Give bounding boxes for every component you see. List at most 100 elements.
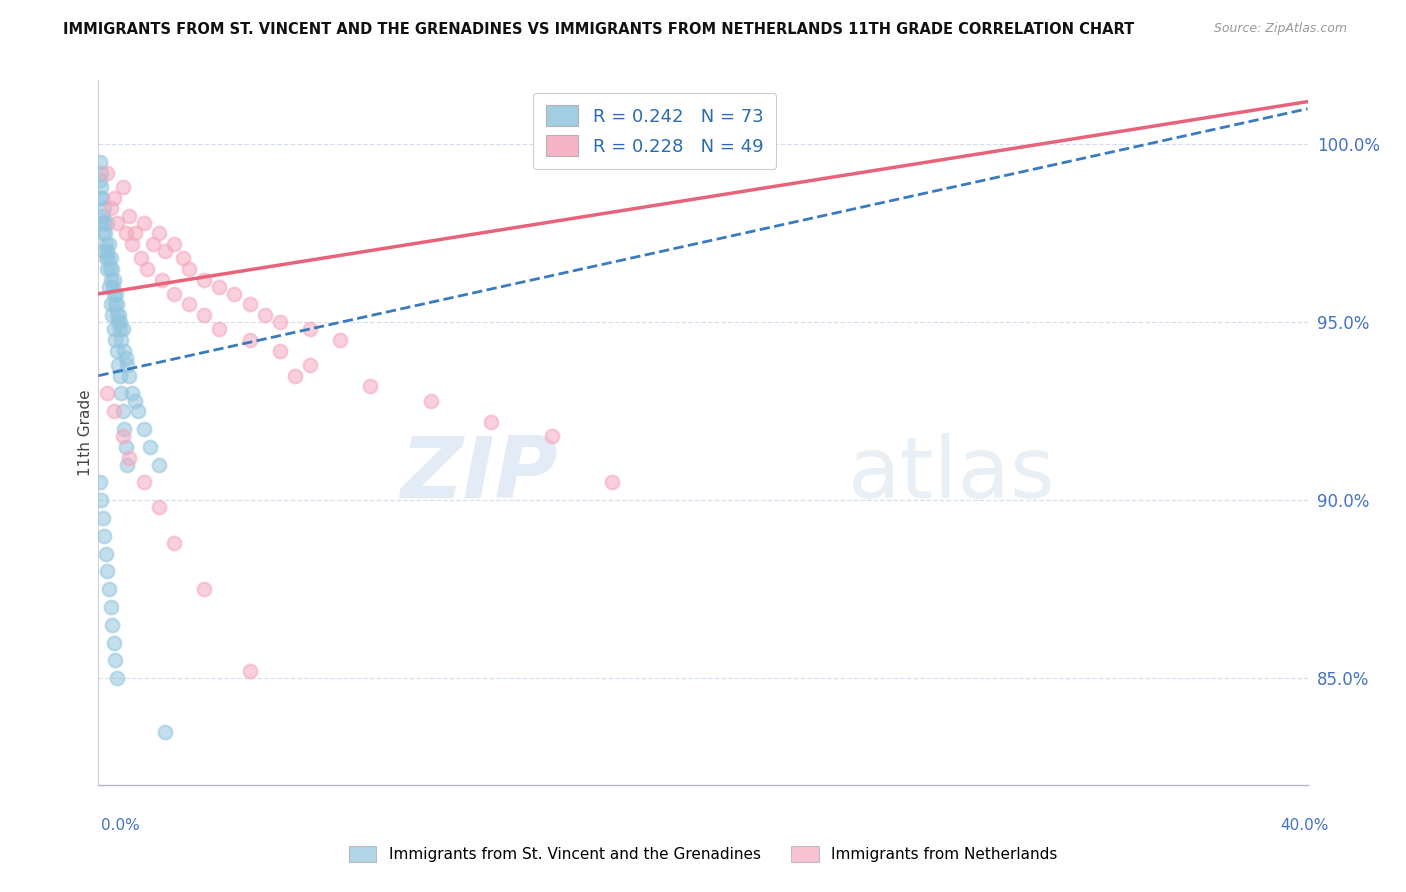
Point: [100, 251, 122, 265]
Text: 0.0%: 0.0%: [101, 818, 141, 832]
Point: [114, 351, 136, 365]
Point: [208, 322, 231, 336]
Point: [107, 358, 129, 372]
Point: [104, 297, 127, 311]
Point: [105, 297, 128, 311]
Point: [114, 227, 136, 241]
Point: [94, 237, 117, 252]
Point: [114, 440, 136, 454]
Point: [163, 237, 186, 252]
Point: [96, 244, 118, 259]
Point: [121, 237, 143, 252]
Legend: R = 0.242   N = 73, R = 0.228   N = 49: R = 0.242 N = 73, R = 0.228 N = 49: [533, 93, 776, 169]
Point: [193, 308, 215, 322]
Point: [104, 653, 127, 667]
Point: [90, 166, 112, 180]
Point: [101, 279, 124, 293]
Point: [111, 180, 134, 194]
Point: [93, 216, 115, 230]
Point: [91, 191, 114, 205]
Point: [112, 343, 135, 358]
Point: [132, 216, 155, 230]
Point: [420, 393, 443, 408]
Point: [193, 582, 215, 597]
Point: [110, 333, 132, 347]
Point: [93, 529, 115, 543]
Point: [208, 279, 231, 293]
Point: [103, 322, 125, 336]
Point: [329, 333, 352, 347]
Y-axis label: 11th Grade: 11th Grade: [77, 389, 93, 476]
Point: [179, 297, 201, 311]
Point: [108, 308, 131, 322]
Point: [90, 180, 112, 194]
Point: [105, 216, 128, 230]
Point: [115, 358, 138, 372]
Point: [172, 251, 194, 265]
Point: [98, 279, 121, 293]
Point: [135, 261, 157, 276]
Point: [299, 322, 322, 336]
Point: [124, 393, 146, 408]
Point: [89, 173, 111, 187]
Point: [103, 191, 125, 205]
Point: [111, 322, 134, 336]
Point: [150, 272, 173, 286]
Point: [91, 511, 114, 525]
Point: [89, 475, 111, 490]
Point: [239, 664, 262, 678]
Point: [96, 565, 118, 579]
Point: [98, 261, 121, 276]
Legend: Immigrants from St. Vincent and the Grenadines, Immigrants from Netherlands: Immigrants from St. Vincent and the Gren…: [343, 839, 1063, 868]
Point: [94, 547, 117, 561]
Point: [148, 500, 170, 515]
Point: [105, 343, 128, 358]
Point: [284, 368, 307, 383]
Point: [100, 600, 122, 615]
Point: [193, 272, 215, 286]
Point: [148, 227, 170, 241]
Point: [163, 536, 186, 550]
Point: [100, 272, 122, 286]
Point: [96, 261, 118, 276]
Point: [132, 475, 155, 490]
Point: [89, 155, 111, 169]
Point: [540, 429, 562, 443]
Point: [121, 386, 143, 401]
Point: [90, 493, 112, 508]
Point: [96, 166, 118, 180]
Point: [360, 379, 382, 393]
Text: Source: ZipAtlas.com: Source: ZipAtlas.com: [1213, 22, 1347, 36]
Point: [101, 617, 124, 632]
Point: [139, 440, 162, 454]
Point: [118, 209, 141, 223]
Point: [108, 322, 131, 336]
Point: [103, 272, 125, 286]
Point: [98, 582, 121, 597]
Point: [253, 308, 276, 322]
Point: [239, 297, 262, 311]
Point: [100, 202, 122, 216]
Point: [129, 251, 152, 265]
Point: [107, 315, 129, 329]
Text: IMMIGRANTS FROM ST. VINCENT AND THE GRENADINES VS IMMIGRANTS FROM NETHERLANDS 11: IMMIGRANTS FROM ST. VINCENT AND THE GREN…: [63, 22, 1135, 37]
Point: [269, 343, 291, 358]
Text: 40.0%: 40.0%: [1281, 818, 1329, 832]
Point: [93, 244, 115, 259]
Point: [91, 209, 114, 223]
Text: ZIP: ZIP: [401, 434, 558, 516]
Point: [111, 404, 134, 418]
Point: [105, 671, 128, 685]
Point: [163, 286, 186, 301]
Point: [97, 251, 120, 265]
Point: [118, 450, 141, 465]
Point: [108, 315, 131, 329]
Point: [101, 308, 124, 322]
Point: [103, 635, 125, 649]
Point: [98, 237, 121, 252]
Point: [111, 429, 134, 443]
Point: [224, 286, 246, 301]
Point: [239, 333, 262, 347]
Point: [108, 368, 131, 383]
Text: atlas: atlas: [848, 434, 1056, 516]
